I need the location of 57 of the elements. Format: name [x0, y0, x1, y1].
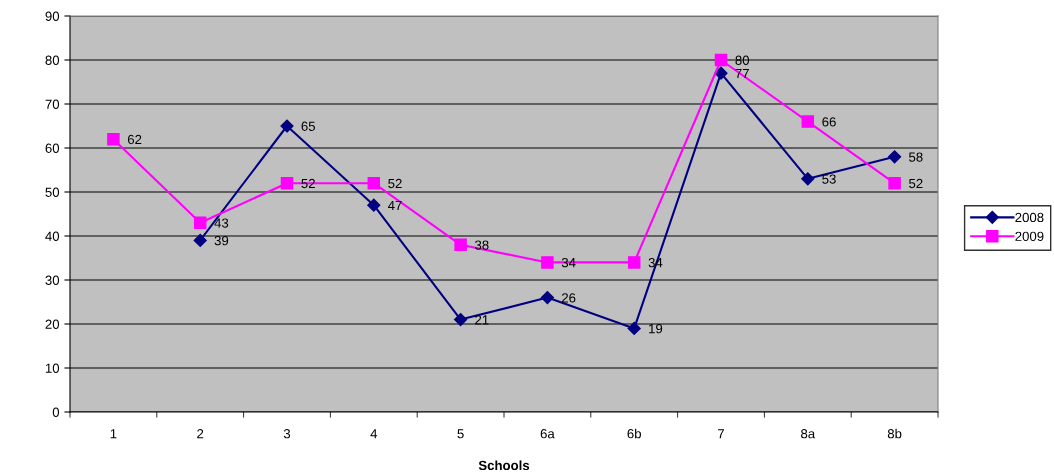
- data-label: 53: [822, 174, 836, 184]
- point: [714, 53, 728, 67]
- x-tick-label: 3: [283, 429, 291, 439]
- data-label: 26: [561, 293, 576, 303]
- point: [280, 176, 294, 190]
- y-tick-label: 50: [45, 187, 60, 197]
- y-tick-label: 30: [45, 275, 60, 285]
- data-label: 52: [388, 178, 402, 189]
- x-tick-label: 6b: [627, 428, 641, 439]
- point: [280, 119, 294, 133]
- data-label: 58: [909, 152, 923, 162]
- y-tick-label: 0: [52, 407, 60, 417]
- x-axis-title: Schools: [478, 460, 530, 471]
- point: [454, 313, 468, 327]
- data-label: 19: [649, 323, 663, 334]
- point: [627, 256, 641, 269]
- point: [714, 66, 728, 80]
- y-tick-label: 40: [45, 231, 60, 241]
- data-label: 47: [387, 200, 402, 210]
- legend-label: 2009: [1015, 231, 1044, 241]
- y-tick-label: 60: [45, 143, 60, 153]
- x-tick-label: 8a: [801, 429, 816, 439]
- point: [107, 132, 120, 146]
- point: [193, 216, 207, 230]
- y-tick-label: 20: [45, 319, 60, 329]
- point: [541, 256, 554, 269]
- point: [888, 176, 901, 190]
- point: [540, 291, 554, 305]
- point: [801, 115, 815, 128]
- point: [454, 238, 467, 252]
- y-tick-label: 80: [45, 55, 60, 65]
- legend-label: 2008: [1015, 212, 1044, 223]
- point: [367, 198, 381, 212]
- data-label: 62: [127, 134, 142, 145]
- y-tick-label: 70: [45, 99, 60, 109]
- data-label: 66: [822, 117, 836, 127]
- data-label: 80: [735, 55, 750, 65]
- x-tick-label: 5: [457, 429, 464, 439]
- data-label: 52: [909, 178, 923, 189]
- x-tick-label: 1: [110, 429, 117, 439]
- data-label: 39: [214, 235, 229, 246]
- x-tick-label: 2: [197, 429, 204, 439]
- point: [888, 150, 902, 164]
- data-label: 65: [301, 121, 316, 131]
- data-label: 38: [474, 240, 489, 250]
- x-tick-label: 8b: [887, 428, 902, 439]
- point: [627, 321, 641, 335]
- point: [193, 233, 207, 247]
- data-label: 21: [475, 315, 489, 325]
- point: [367, 176, 381, 190]
- x-tick-label: 7: [718, 429, 725, 439]
- x-tick-label: 6a: [540, 429, 555, 439]
- y-tick-label: 10: [45, 363, 60, 373]
- y-tick-label: 90: [45, 11, 60, 21]
- point: [801, 172, 815, 186]
- x-tick-label: 4: [370, 429, 378, 439]
- data-label: 43: [214, 218, 229, 228]
